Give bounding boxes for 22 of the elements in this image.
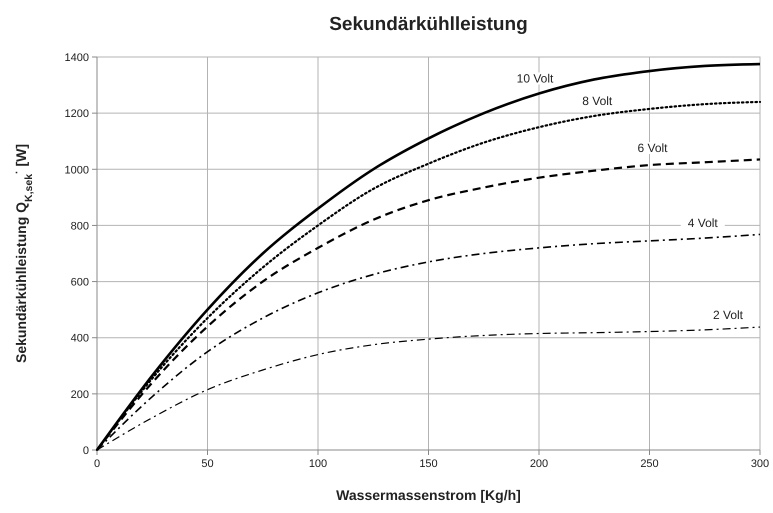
x-tick-label: 300 — [750, 458, 770, 470]
chart-title: Sekundärkühlleistung — [329, 14, 528, 35]
y-tick-label: 400 — [70, 332, 89, 345]
series-label: 6 Volt — [637, 141, 668, 156]
x-tick-label: 100 — [308, 458, 328, 470]
y-tick-label: 1200 — [64, 108, 89, 120]
series-label: 8 Volt — [582, 94, 613, 108]
x-tick-label: 250 — [640, 458, 659, 470]
series-label: 4 Volt — [688, 216, 718, 230]
x-axis-title: Wassermassenstrom [Kg/h] — [336, 487, 521, 503]
y-tick-label: 1400 — [64, 52, 89, 64]
y-tick-label: 200 — [70, 388, 89, 401]
y-tick-label: 600 — [70, 276, 89, 289]
x-tick-label: 50 — [201, 458, 214, 470]
y-tick-label: 800 — [70, 220, 89, 232]
x-tick-label: 200 — [530, 458, 548, 470]
series-label: 2 Volt — [712, 308, 744, 322]
y-tick-label: 0 — [82, 445, 89, 457]
series-label: 10 Volt — [516, 71, 554, 86]
y-tick-label: 1000 — [64, 164, 89, 176]
x-tick-label: 0 — [94, 458, 100, 470]
x-tick-label: 150 — [419, 458, 438, 470]
